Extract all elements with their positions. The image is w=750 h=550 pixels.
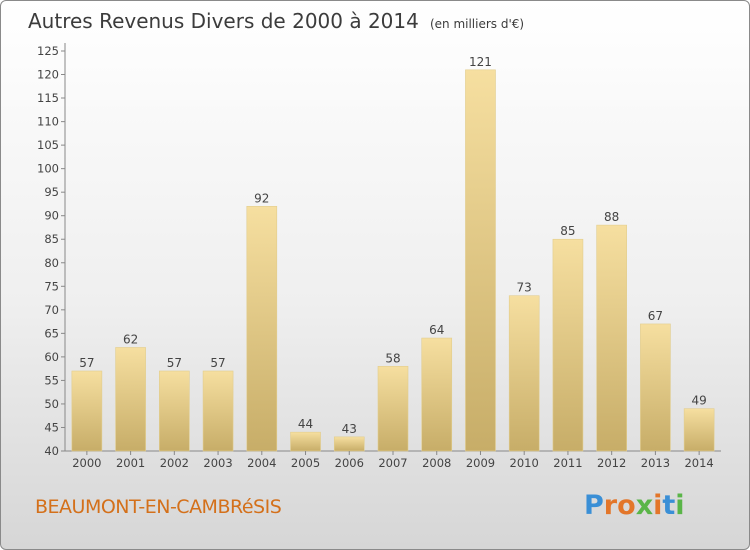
data-label-2005: 44: [298, 417, 313, 431]
y-tick-label: 65: [44, 326, 59, 340]
data-label-2007: 58: [385, 351, 400, 365]
x-tick-label-2008: 2008: [422, 456, 451, 470]
y-tick-label: 75: [44, 279, 59, 293]
logo-letter: r: [603, 490, 618, 521]
bar-2000: [71, 370, 103, 452]
y-tick-label: 60: [44, 350, 59, 364]
x-tick-label-2012: 2012: [597, 456, 626, 470]
x-tick-label-2003: 2003: [203, 456, 232, 470]
bar-2008: [421, 337, 453, 452]
data-label-2013: 67: [648, 309, 663, 323]
x-tick-label-2005: 2005: [291, 456, 320, 470]
logo-letter: i: [675, 490, 685, 521]
y-tick-label: 55: [44, 373, 59, 387]
x-tick-label-2006: 2006: [335, 456, 364, 470]
bar-2002: [159, 370, 190, 452]
data-label-2012: 88: [604, 210, 619, 224]
x-tick-label-2007: 2007: [378, 456, 407, 470]
y-tick-label: 85: [44, 232, 59, 246]
y-tick-label: 125: [37, 44, 59, 58]
data-label-2010: 73: [517, 281, 532, 295]
x-tick-label-2002: 2002: [160, 456, 189, 470]
data-label-2006: 43: [342, 422, 357, 436]
y-tick-label: 115: [37, 91, 59, 105]
chart-title: Autres Revenus Divers de 2000 à 2014: [28, 9, 419, 33]
y-tick-label: 105: [37, 138, 59, 152]
data-label-2008: 64: [429, 323, 444, 337]
bar-2014: [683, 408, 715, 452]
y-tick-label: 95: [44, 185, 59, 199]
bar-2012: [596, 224, 627, 452]
y-tick-label: 120: [37, 68, 59, 82]
bar-2007: [377, 365, 409, 452]
logo-letter: o: [617, 490, 636, 521]
data-label-2000: 57: [79, 356, 94, 370]
bar-2003: [202, 370, 234, 452]
data-label-2011: 85: [560, 224, 575, 238]
data-label-2004: 92: [254, 191, 269, 205]
title-row: Autres Revenus Divers de 2000 à 2014 (en…: [28, 9, 524, 33]
y-tick-label: 70: [44, 303, 59, 317]
x-tick-label-2000: 2000: [72, 456, 101, 470]
y-tick-label: 80: [44, 256, 59, 270]
commune-name: BEAUMONT-EN-CAMBRéSIS: [35, 496, 282, 518]
bar-2013: [640, 323, 671, 452]
x-tick-label-2009: 2009: [466, 456, 495, 470]
chart-subtitle: (en milliers d'€): [429, 17, 525, 31]
logo-letter: x: [635, 490, 654, 521]
y-tick-label: 90: [44, 209, 59, 223]
bar-2001: [115, 347, 146, 452]
y-tick-label: 40: [44, 444, 59, 458]
data-label-2003: 57: [210, 356, 225, 370]
bar-2010: [508, 295, 540, 452]
proxiti-logo: Proxiti: [584, 490, 685, 521]
logo-letter: P: [584, 490, 604, 521]
data-label-2009: 121: [469, 55, 492, 69]
bar-2006: [333, 436, 365, 452]
data-label-2002: 57: [167, 356, 182, 370]
data-label-2001: 62: [123, 332, 138, 346]
y-tick-label: 100: [37, 162, 59, 176]
bar-2011: [552, 238, 584, 452]
x-tick-label-2001: 2001: [116, 456, 145, 470]
x-tick-label-2004: 2004: [247, 456, 276, 470]
x-tick-label-2011: 2011: [553, 456, 582, 470]
bar-2009: [465, 69, 496, 452]
y-tick-label: 45: [44, 420, 59, 434]
bar-2004: [246, 205, 278, 452]
y-tick-label: 50: [44, 397, 59, 411]
x-tick-label-2014: 2014: [684, 456, 713, 470]
y-tick-label: 110: [37, 115, 59, 129]
x-tick-label-2013: 2013: [641, 456, 670, 470]
bar-2005: [290, 431, 321, 452]
data-label-2014: 49: [691, 394, 706, 408]
x-tick-label-2010: 2010: [510, 456, 539, 470]
logo-letter: i: [653, 490, 663, 521]
logo-letter: t: [662, 490, 676, 521]
